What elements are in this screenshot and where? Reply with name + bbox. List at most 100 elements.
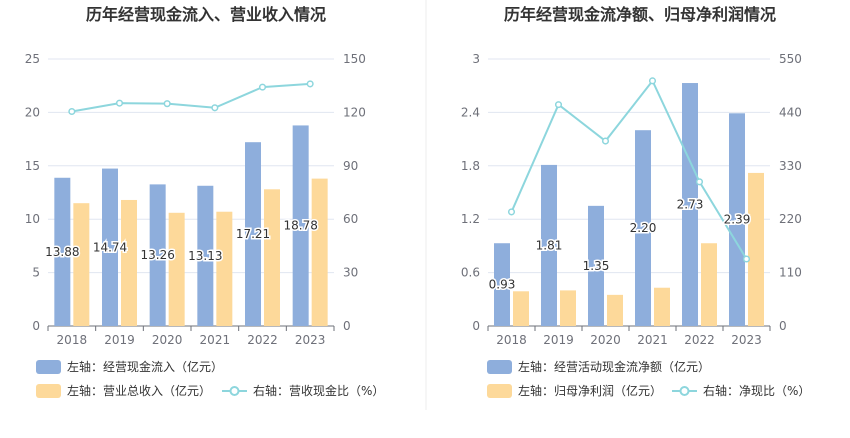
bar-secondary xyxy=(560,290,576,326)
bar-data-label: 18.78 xyxy=(283,219,317,233)
legend-swatch-marker xyxy=(679,386,690,396)
line-point xyxy=(163,100,171,108)
bar-data-label: 13.88 xyxy=(45,245,79,259)
legend-swatch-marker xyxy=(229,386,240,396)
y-right-tick-label: 0 xyxy=(343,319,351,333)
y-right-tick-label: 110 xyxy=(779,266,802,280)
bar-secondary xyxy=(73,203,90,326)
x-tick-label: 2021 xyxy=(637,333,668,347)
y-right-tick-label: 0 xyxy=(779,319,787,333)
bar-secondary xyxy=(607,294,623,326)
y-left-tick-label: 2.4 xyxy=(461,105,480,119)
y-right-tick-label: 60 xyxy=(343,212,358,226)
line-point xyxy=(601,137,610,145)
legend-swatch-bar[interactable] xyxy=(487,384,512,398)
line-point xyxy=(211,104,219,112)
bar-data-label: 1.81 xyxy=(536,238,563,252)
legend-label[interactable]: 左轴：经营活动现金流净额（亿元） xyxy=(518,359,710,374)
x-tick-label: 2020 xyxy=(590,333,621,347)
y-right-tick-label: 30 xyxy=(343,266,358,280)
y-left-tick-label: 0 xyxy=(32,319,40,333)
bar-primary xyxy=(197,185,214,326)
x-tick-label: 2021 xyxy=(200,333,231,347)
line-point xyxy=(742,255,751,263)
y-left-tick-label: 1.8 xyxy=(461,159,480,173)
x-tick-label: 2022 xyxy=(247,333,278,347)
chart-title-right: 历年经营现金流净额、归母净利润情况 xyxy=(504,5,776,24)
y-left-tick-label: 10 xyxy=(25,212,40,226)
x-tick-label: 2018 xyxy=(57,333,88,347)
y-right-tick-label: 220 xyxy=(779,212,802,226)
bar-data-label: 13.13 xyxy=(188,249,222,263)
bar-primary xyxy=(292,125,309,327)
bar-secondary xyxy=(311,178,328,326)
bar-secondary xyxy=(701,243,717,326)
x-tick-label: 2023 xyxy=(295,333,326,347)
bar-primary xyxy=(54,177,71,326)
x-tick-label: 2019 xyxy=(543,333,574,347)
line-point xyxy=(258,83,267,91)
x-tick-label: 2019 xyxy=(104,333,135,347)
bar-primary xyxy=(682,83,698,326)
line-point xyxy=(507,208,516,216)
bar-secondary xyxy=(168,212,185,326)
bar-primary xyxy=(494,243,510,326)
y-right-tick-label: 440 xyxy=(779,105,802,119)
bar-data-label: 17.21 xyxy=(236,227,270,241)
bar-primary xyxy=(102,168,118,326)
line-series-path xyxy=(71,82,311,113)
line-point xyxy=(648,77,657,85)
y-left-tick-label: 15 xyxy=(25,159,40,173)
line-point xyxy=(115,99,124,107)
y-left-tick-label: 0.6 xyxy=(461,266,480,280)
bar-primary xyxy=(245,142,261,326)
bar-secondary xyxy=(264,189,280,326)
bar-data-label: 2.73 xyxy=(677,198,704,212)
y-left-tick-label: 25 xyxy=(25,52,40,66)
bar-data-label: 13.26 xyxy=(140,248,174,262)
legend-swatch-bar[interactable] xyxy=(36,384,61,398)
x-tick-label: 2018 xyxy=(496,333,527,347)
chart-title-left: 历年经营现金流入、营业收入情况 xyxy=(86,5,326,24)
legend-label[interactable]: 左轴：营业总收入（亿元） xyxy=(67,383,211,398)
bar-secondary xyxy=(654,287,670,326)
x-tick-label: 2023 xyxy=(731,333,762,347)
bar-data-label: 0.93 xyxy=(489,278,516,292)
y-left-tick-label: 0 xyxy=(472,319,480,333)
bar-secondary xyxy=(748,172,764,326)
legend-label[interactable]: 左轴：经营现金流入（亿元） xyxy=(67,359,223,374)
bar-data-label: 1.35 xyxy=(583,259,610,273)
line-point xyxy=(554,101,563,109)
y-right-tick-label: 120 xyxy=(343,105,366,119)
line-point xyxy=(695,178,704,186)
bar-primary xyxy=(635,130,651,326)
legend-label[interactable]: 左轴：归母净利润（亿元） xyxy=(518,383,662,398)
y-right-tick-label: 90 xyxy=(343,159,358,173)
bar-secondary xyxy=(513,291,529,326)
bar-primary xyxy=(149,184,166,326)
line-point xyxy=(68,107,76,116)
bar-primary xyxy=(541,164,557,326)
y-left-tick-label: 20 xyxy=(25,105,40,119)
bar-secondary xyxy=(121,199,137,326)
legend-label[interactable]: 右轴：营收现金比（%） xyxy=(253,383,384,398)
y-left-tick-label: 3 xyxy=(472,52,480,66)
y-right-tick-label: 330 xyxy=(779,159,802,173)
line-point xyxy=(306,80,314,88)
y-left-tick-label: 1.2 xyxy=(461,212,480,226)
bar-data-label: 14.74 xyxy=(93,240,127,254)
x-tick-label: 2020 xyxy=(152,333,183,347)
legend-swatch-bar[interactable] xyxy=(36,360,61,374)
chart-right: 0 0 0.6 110 1.2 220 1.8 330 2.4 440 3 550 2018 2019 20… xyxy=(461,52,810,398)
bar-primary xyxy=(729,113,745,326)
bar-data-label: 2.20 xyxy=(630,221,657,235)
legend-swatch-bar[interactable] xyxy=(487,360,512,374)
legend-label[interactable]: 右轴：净现比（%） xyxy=(703,383,810,398)
bar-secondary xyxy=(216,211,233,326)
chart-left: 0 0 5 30 10 60 15 90 20 120 25 150 2018 2019 2020 2021 2… xyxy=(25,52,384,398)
bar-primary xyxy=(588,205,604,326)
y-right-tick-label: 150 xyxy=(343,52,366,66)
x-tick-label: 2022 xyxy=(684,333,715,347)
